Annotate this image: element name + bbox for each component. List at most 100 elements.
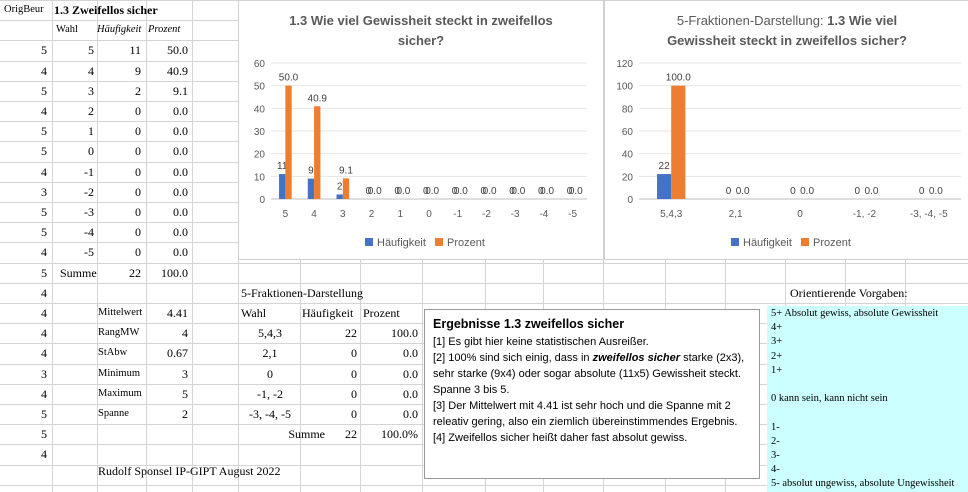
chart1-ytick-label: 10 [254, 172, 266, 183]
chart2-xtick-label: 0 [797, 209, 803, 220]
haeufigkeit-cell: 0 [135, 124, 141, 138]
chart1-bar-prozent [285, 85, 292, 199]
prozent-cell: 0.0 [173, 185, 188, 199]
origbeur-cell: 4 [41, 104, 47, 118]
haeufigkeit-cell: 0 [135, 225, 141, 239]
table2-wahl-cell: 0 [267, 367, 273, 381]
chart2-legend-swatch [731, 238, 739, 246]
chart2-ytick-label: 0 [627, 195, 633, 206]
chart1-data-label: 9.1 [339, 165, 353, 176]
stat-value: 4.41 [167, 306, 188, 320]
col-haeufigkeit-header: Häufigkeit [97, 24, 142, 35]
chart1-data-label: 2 [337, 181, 343, 192]
chart2-ytick-label: 120 [616, 59, 633, 70]
chart1-legend-label: Prozent [447, 237, 485, 249]
chart-five-fractions: 5-Fraktionen-Darstellung: 1.3 Wie viel G… [604, 0, 968, 260]
table2-h-header: Häufigkeit [302, 306, 354, 320]
chart1-data-label: 11 [277, 161, 288, 172]
chart1-data-label: 0 [423, 186, 429, 197]
origbeur-cell: 5 [41, 144, 47, 158]
chart1-xtick-label: -3 [511, 209, 520, 220]
origbeur-cell: 5 [41, 124, 47, 138]
haeufigkeit-cell: 0 [135, 185, 141, 199]
chart1-data-label: 50.0 [279, 73, 299, 84]
chart1-xtick-label: 1 [397, 209, 403, 220]
ergebnisse-p2: [2] 100% sind sich einig, dass in zweife… [433, 352, 745, 396]
haeufigkeit-cell: 0 [135, 104, 141, 118]
vorgaben-title: Orientierende Vorgaben: [790, 286, 908, 300]
chart1-xtick-label: 2 [369, 209, 375, 220]
prozent-cell: 40.9 [167, 64, 188, 78]
vorgaben-line: 4- [771, 464, 780, 476]
wahl-cell: -5 [84, 245, 94, 259]
chart2-xtick-label: 2,1 [729, 209, 743, 220]
haeufigkeit-cell: 0 [135, 165, 141, 179]
chart2-bar-haeufigkeit [657, 174, 672, 199]
prozent-cell: 0.0 [173, 245, 188, 259]
table2-p-cell: 0.0 [403, 346, 418, 360]
chart2-ytick-label: 60 [622, 127, 634, 138]
chart2-data-label: 0 [790, 186, 796, 197]
table2-wahl-cell: -3, -4, -5 [249, 407, 291, 421]
haeufigkeit-cell: 0 [135, 205, 141, 219]
chart1-xtick-label: -1 [453, 209, 462, 220]
stat-value: 2 [182, 407, 188, 421]
wahl-cell: -3 [84, 205, 94, 219]
chart1-data-label: 0 [481, 186, 487, 197]
chart1-data-label: 0 [394, 186, 400, 197]
haeufigkeit-cell: 11 [129, 43, 141, 57]
origbeur-cell: 5 [41, 266, 47, 280]
origbeur-header: OrigBeur [4, 4, 44, 15]
table2-summe-label: Summe [288, 427, 325, 441]
chart2-title-prefix: 5-Fraktionen-Darstellung: [676, 13, 828, 28]
table2-wahl-cell: 5,4,3 [258, 326, 282, 340]
vorgaben-line: 2- [771, 435, 780, 447]
origbeur-cell: 4 [41, 346, 47, 360]
table1-title: 1.3 Zweifellos sicher [54, 3, 158, 17]
stat-value: 4 [182, 326, 188, 340]
stat-label: Maximum [98, 388, 142, 399]
wahl-cell: 4 [88, 64, 94, 78]
origbeur-cell: 5 [41, 225, 47, 239]
origbeur-cell: 5 [41, 84, 47, 98]
chart1-legend-label: Häufigkeit [377, 237, 426, 249]
table2-title: 5-Fraktionen-Darstellung [241, 286, 363, 300]
prozent-cell: 0.0 [173, 104, 188, 118]
origbeur-cell: 3 [41, 185, 47, 199]
col-wahl-header: Wahl [56, 24, 78, 35]
chart1-data-label: 0.0 [511, 186, 525, 197]
origbeur-cell: 4 [41, 165, 47, 179]
stat-value: 5 [182, 387, 188, 401]
origbeur-cell: 4 [41, 245, 47, 259]
chart1-bar-prozent [342, 178, 350, 199]
wahl-cell: 2 [88, 104, 94, 118]
chart1-title: 1.3 Wie viel Gewissheit steckt in zweife… [289, 13, 553, 48]
ergebnisse-p1: [1] Es gibt hier keine statistischen Aus… [433, 336, 649, 348]
vorgaben-line: 5- absolut ungewiss, absolute Ungewisshe… [771, 478, 955, 490]
chart1-data-label: 9 [308, 166, 314, 177]
haeufigkeit-cell: 2 [135, 84, 141, 98]
vorgaben-line: 4+ [771, 322, 783, 334]
summe-prozent: 100.0 [161, 266, 188, 280]
prozent-cell: 0.0 [173, 225, 188, 239]
chart2-data-label: 0 [726, 186, 732, 197]
origbeur-cell: 4 [41, 326, 47, 340]
prozent-cell: 50.0 [167, 43, 188, 57]
chart-frequency: 1.3 Wie viel Gewissheit steckt in zweife… [238, 0, 604, 260]
haeufigkeit-cell: 9 [135, 64, 141, 78]
wahl-cell: 1 [88, 124, 94, 138]
chart2-xtick-label: 5,4,3 [660, 209, 683, 220]
origbeur-cell: 4 [41, 286, 47, 300]
origbeur-cell: 5 [41, 427, 47, 441]
chart2-bar-prozent [671, 85, 686, 199]
table2-wahl-cell: 2,1 [262, 346, 278, 360]
table2-h-cell: 0 [351, 367, 357, 381]
chart1-ytick-label: 0 [259, 195, 265, 206]
ergebnisse-textbox[interactable]: Ergebnisse 1.3 zweifellos sicher [1] Es … [424, 309, 760, 479]
prozent-cell: 9.1 [173, 84, 188, 98]
wahl-cell: -4 [84, 225, 94, 239]
chart1-xtick-label: 3 [340, 209, 346, 220]
chart1-data-label: 0.0 [454, 186, 468, 197]
summe-haeufigkeit: 22 [129, 266, 141, 280]
chart2-legend-swatch [801, 238, 809, 246]
